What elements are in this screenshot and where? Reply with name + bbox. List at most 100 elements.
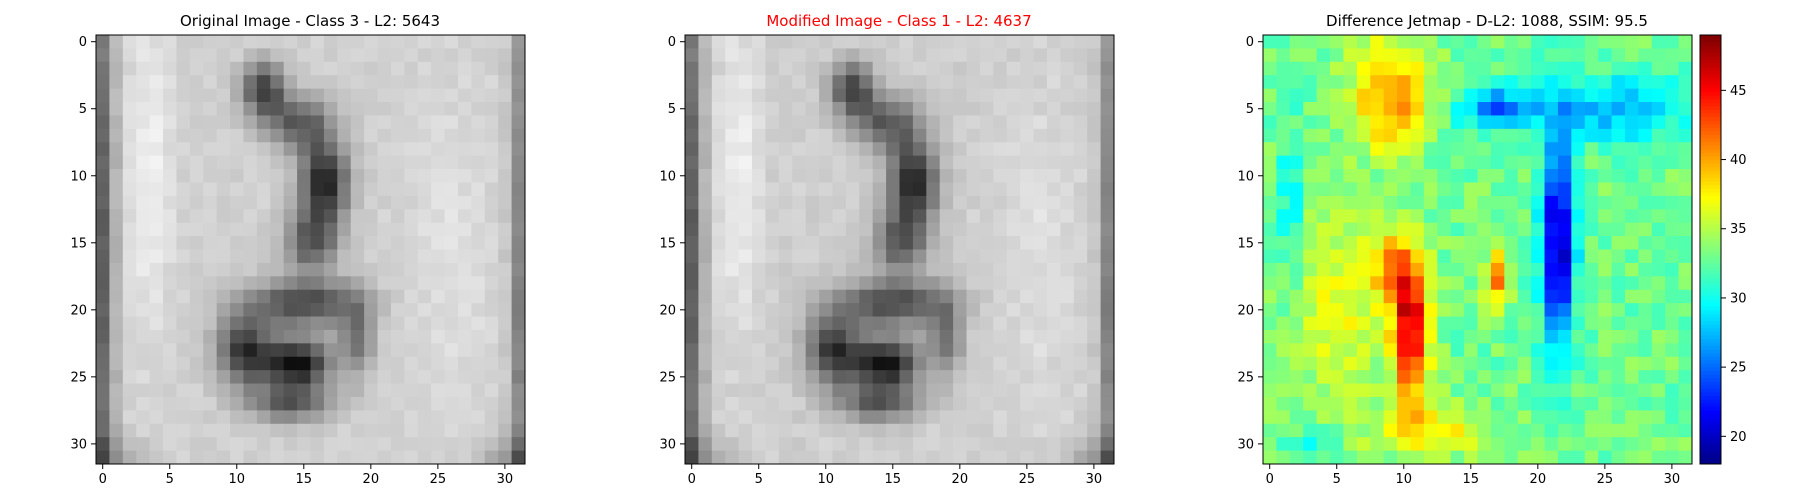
heatmap-cell bbox=[1087, 396, 1101, 411]
heatmap-cell bbox=[1464, 356, 1478, 371]
heatmap-cell bbox=[1330, 155, 1344, 170]
heatmap-cell bbox=[256, 182, 271, 197]
heatmap-cell bbox=[886, 423, 900, 438]
heatmap-cell bbox=[1370, 450, 1385, 465]
heatmap-cell bbox=[1517, 289, 1532, 304]
heatmap-cell bbox=[872, 249, 887, 264]
heatmap-cell bbox=[778, 450, 793, 465]
heatmap-cell bbox=[1477, 396, 1492, 411]
heatmap-cell bbox=[1490, 48, 1505, 63]
heatmap-cell bbox=[122, 236, 137, 250]
heatmap-cell bbox=[176, 88, 191, 103]
heatmap-cell bbox=[1263, 450, 1277, 465]
heatmap-cell bbox=[203, 35, 218, 49]
heatmap-cell bbox=[176, 102, 191, 116]
heatmap-cell bbox=[1100, 410, 1115, 425]
heatmap-cell bbox=[1303, 128, 1317, 143]
heatmap-cell bbox=[698, 48, 713, 63]
heatmap-cell bbox=[752, 182, 766, 197]
heatmap-cell bbox=[1087, 209, 1101, 224]
heatmap-cell bbox=[1611, 195, 1626, 210]
heatmap-cell bbox=[711, 222, 726, 237]
heatmap-cell bbox=[1316, 316, 1331, 331]
panel-original: Original Image - Class 3 - L2: 5643 0 5 10… bbox=[70, 12, 526, 487]
heatmap-cell bbox=[765, 262, 780, 277]
heatmap-cell bbox=[926, 222, 941, 237]
heatmap-cell bbox=[926, 383, 941, 398]
heatmap-cell bbox=[1450, 370, 1465, 384]
heatmap-cell bbox=[979, 195, 994, 210]
heatmap-cell bbox=[752, 128, 766, 143]
heatmap-cell bbox=[1678, 423, 1693, 438]
heatmap-cell bbox=[859, 128, 874, 143]
heatmap-cell bbox=[939, 410, 954, 425]
heatmap-cell bbox=[872, 303, 887, 317]
heatmap-cell bbox=[1517, 249, 1532, 264]
heatmap-cell bbox=[778, 276, 793, 291]
heatmap-cell bbox=[711, 289, 726, 304]
heatmap-cell bbox=[457, 195, 472, 210]
heatmap-cell bbox=[1624, 289, 1639, 304]
heatmap-cell bbox=[752, 75, 766, 89]
heatmap-cell bbox=[872, 61, 887, 76]
heatmap-cell bbox=[1383, 169, 1398, 183]
heatmap-cell bbox=[832, 356, 847, 371]
heatmap-cell bbox=[1571, 236, 1586, 250]
heatmap-cell bbox=[1504, 61, 1519, 76]
heatmap-cell bbox=[792, 236, 807, 250]
heatmap-cell bbox=[1397, 289, 1411, 304]
heatmap-cell bbox=[350, 423, 365, 438]
heatmap-cell bbox=[886, 169, 900, 183]
heatmap-cell bbox=[1060, 142, 1075, 157]
heatmap-cell bbox=[1477, 142, 1492, 157]
heatmap-cell bbox=[1611, 236, 1626, 250]
heatmap-cell bbox=[243, 423, 258, 438]
heatmap-cell bbox=[698, 75, 713, 89]
heatmap-cell bbox=[1437, 249, 1452, 264]
heatmap-cell bbox=[216, 276, 231, 291]
heatmap-cell bbox=[792, 262, 807, 277]
heatmap-cell bbox=[765, 115, 780, 130]
heatmap-cell bbox=[1544, 410, 1559, 425]
heatmap-cell bbox=[1678, 142, 1693, 157]
heatmap-cell bbox=[1033, 182, 1048, 197]
heatmap-cell bbox=[163, 356, 177, 371]
heatmap-cell bbox=[725, 343, 739, 358]
colorbar-segment bbox=[1700, 349, 1721, 354]
heatmap-cell bbox=[96, 396, 110, 411]
heatmap-cell bbox=[350, 48, 365, 63]
heatmap-cell bbox=[765, 209, 780, 224]
heatmap-cell bbox=[1006, 423, 1021, 438]
heatmap-cell bbox=[149, 75, 164, 89]
heatmap-cell bbox=[899, 383, 914, 398]
heatmap-cell bbox=[1046, 262, 1061, 277]
heatmap-cell bbox=[1477, 450, 1492, 465]
heatmap-cell bbox=[457, 155, 472, 170]
heatmap-cell bbox=[711, 155, 726, 170]
heatmap-cell bbox=[283, 289, 298, 304]
heatmap-cell bbox=[404, 343, 419, 358]
colorbar-segment bbox=[1700, 95, 1721, 100]
heatmap-cell bbox=[256, 169, 271, 183]
heatmap-cell bbox=[738, 61, 753, 76]
heatmap-cell bbox=[1410, 75, 1425, 89]
heatmap-cell bbox=[1397, 437, 1411, 451]
heatmap-cell bbox=[859, 316, 874, 331]
heatmap-cell bbox=[1504, 316, 1519, 331]
heatmap-cell bbox=[752, 88, 766, 103]
heatmap-cell bbox=[176, 383, 191, 398]
heatmap-cell bbox=[1490, 222, 1505, 237]
heatmap-cell bbox=[1020, 303, 1034, 317]
heatmap-cell bbox=[109, 370, 124, 384]
heatmap-cell bbox=[471, 410, 486, 425]
heatmap-cell bbox=[1330, 343, 1344, 358]
y-tick-label: 15 bbox=[659, 236, 676, 251]
heatmap-cell bbox=[337, 329, 352, 344]
colorbar-segment bbox=[1700, 181, 1721, 186]
heatmap-cell bbox=[96, 75, 110, 89]
colorbar-segment bbox=[1700, 317, 1721, 322]
heatmap-cell bbox=[511, 423, 526, 438]
heatmap-cell bbox=[1611, 262, 1626, 277]
heatmap-cell bbox=[1423, 329, 1438, 344]
colorbar-segment bbox=[1700, 335, 1721, 340]
